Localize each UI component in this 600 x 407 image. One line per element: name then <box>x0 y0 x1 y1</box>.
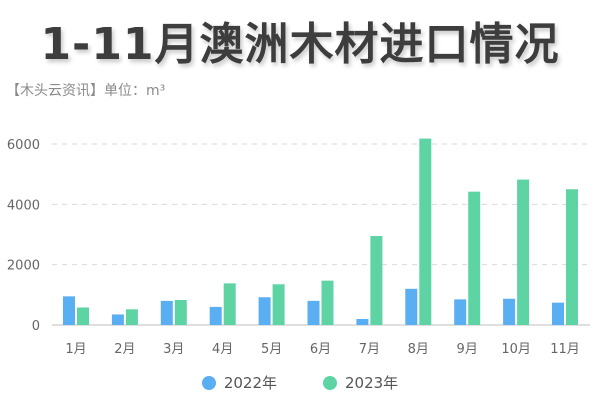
bar-2022-2[interactable] <box>111 314 124 325</box>
x-tick-label: 5月 <box>261 342 282 357</box>
legend: 2022年 2023年 <box>0 372 600 393</box>
x-tick-label: 6月 <box>310 342 331 357</box>
x-tick-label: 8月 <box>408 342 429 357</box>
x-tick-label: 1月 <box>65 342 86 357</box>
bar-2023-4[interactable] <box>223 283 236 325</box>
y-tick-label: 0 <box>32 319 40 334</box>
x-tick-label: 4月 <box>212 342 233 357</box>
bar-2022-11[interactable] <box>552 302 564 325</box>
bar-2022-4[interactable] <box>209 306 222 325</box>
legend-label-2023: 2023年 <box>345 374 399 392</box>
bar-2023-5[interactable] <box>272 284 285 325</box>
x-tick-label: 10月 <box>501 342 531 357</box>
chart-title: 1-11月澳洲木材进口情况 <box>40 19 560 70</box>
y-tick-label: 4000 <box>7 198 40 213</box>
bar-2022-3[interactable] <box>160 300 173 325</box>
x-axis-ticks: 1月 2月 3月 4月 5月 6月 7月 8月 9月 10月 11月 <box>65 342 579 357</box>
bar-2023-3[interactable] <box>174 299 187 325</box>
x-tick-label: 3月 <box>163 342 184 357</box>
bar-2022-8[interactable] <box>405 288 418 325</box>
legend-item-2023[interactable]: 2023年 <box>323 372 398 393</box>
legend-label-2022: 2022年 <box>223 374 277 392</box>
bar-2022-7[interactable] <box>356 318 369 325</box>
bar-2023-8[interactable] <box>419 138 432 325</box>
bar-2022-10[interactable] <box>503 298 516 325</box>
grid-lines <box>52 143 590 326</box>
bar-2023-2[interactable] <box>125 309 138 325</box>
legend-item-2022[interactable]: 2022年 <box>201 372 277 393</box>
y-tick-label: 2000 <box>7 259 40 274</box>
x-tick-label: 7月 <box>359 342 380 357</box>
legend-swatch-2023 <box>323 375 337 390</box>
x-tick-label: 2月 <box>114 342 135 357</box>
bar-2023-1[interactable] <box>77 307 89 325</box>
bar-2023-10[interactable] <box>517 179 530 325</box>
x-tick-label: 11月 <box>550 342 580 357</box>
bar-2023-7[interactable] <box>370 236 383 325</box>
bar-2022-9[interactable] <box>454 299 467 325</box>
y-tick-label: 6000 <box>7 138 40 153</box>
bar-2022-5[interactable] <box>258 297 271 325</box>
bar-2023-6[interactable] <box>321 280 334 325</box>
chart-subtitle: 【木头云资讯】单位：m³ <box>6 83 166 99</box>
legend-swatch-2022 <box>201 375 216 390</box>
y-axis-ticks: 0 2000 4000 6000 <box>7 138 40 334</box>
x-tick-label: 9月 <box>457 342 478 357</box>
bar-2022-1[interactable] <box>63 296 75 325</box>
bar-2023-11[interactable] <box>566 189 578 325</box>
bar-2022-6[interactable] <box>307 300 320 325</box>
bars <box>63 138 578 325</box>
bar-2023-9[interactable] <box>468 191 481 325</box>
